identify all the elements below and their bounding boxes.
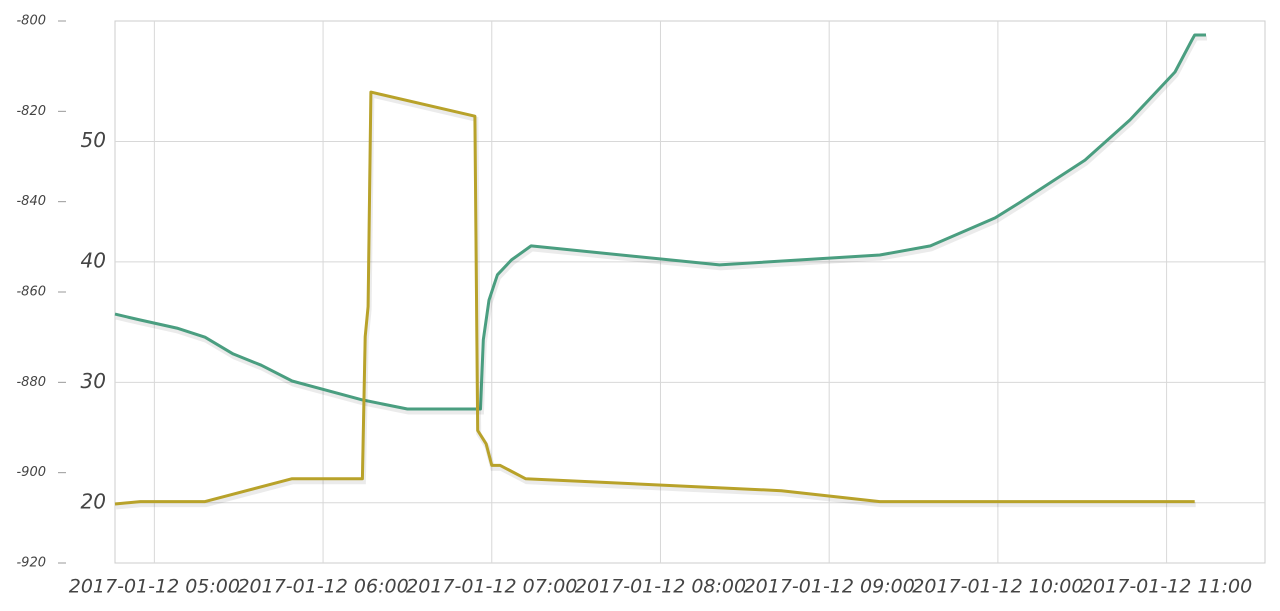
line-shadow: [115, 35, 1207, 415]
x-tick-label: 2017-01-12 10:00: [912, 576, 1083, 598]
x-tick-label: 2017-01-12 08:00: [575, 576, 746, 598]
y-tick-label: -840: [16, 194, 46, 209]
y-tick-label: -920: [16, 556, 46, 571]
x-tick-label: 2017-01-12 05:00: [69, 576, 240, 598]
y-tick-label: -800: [16, 14, 46, 29]
y-tick-label: -880: [16, 375, 46, 390]
x-tick-label: 2017-01-12 07:00: [406, 576, 577, 598]
y2-tick-label: 30: [81, 369, 106, 393]
series-line: [114, 90, 1195, 506]
y2-tick-label: 40: [81, 248, 106, 272]
series-line: [114, 33, 1206, 411]
y-tick-label: -860: [16, 285, 46, 300]
x-tick-label: 2017-01-12 09:00: [744, 576, 915, 598]
plot-frame: [114, 20, 1266, 564]
y-tick-label: -900: [16, 465, 46, 480]
line-shadow: [115, 91, 1196, 510]
x-tick-label: 2017-01-12 11:00: [1081, 576, 1252, 598]
y2-tick-label: 50: [81, 128, 106, 152]
x-tick-label: 2017-01-12 06:00: [237, 576, 408, 598]
y-tick-label: -820: [16, 104, 46, 119]
y2-tick-label: 20: [81, 489, 106, 513]
